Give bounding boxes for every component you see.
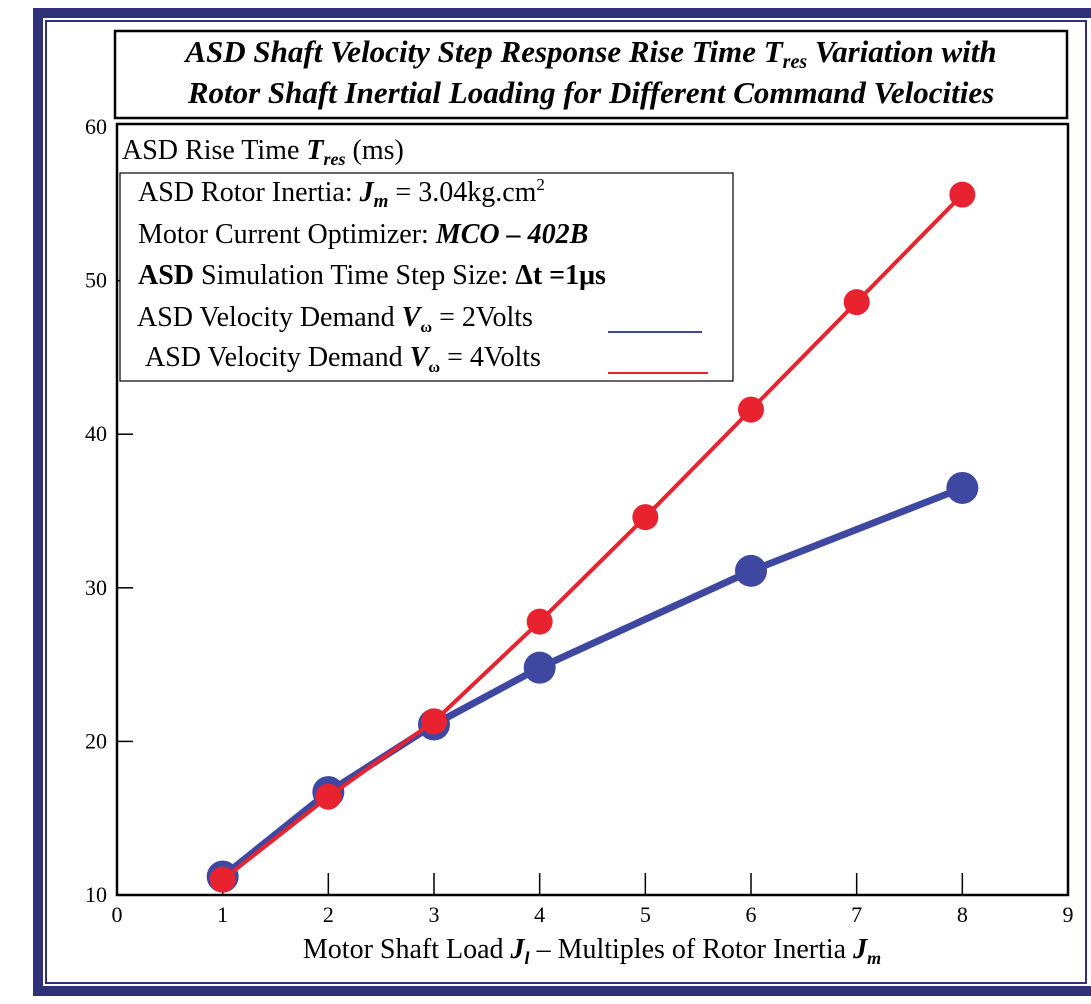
y-tick-label: 30 [85, 575, 107, 600]
data-point-red [209, 866, 236, 893]
legend-box [119, 172, 734, 382]
data-point-blue [523, 651, 556, 684]
series-line-blue [220, 484, 964, 880]
legend-time-step: ASD Simulation Time Step Size: Δt =1μs [138, 260, 606, 291]
y-tick-label: 60 [85, 114, 107, 139]
data-point-red [843, 289, 870, 316]
y-tick-label: 40 [85, 421, 107, 446]
data-point-red [315, 783, 342, 810]
x-tick-label: 0 [112, 902, 123, 927]
legend-series-red: ASD Velocity Demand Vω = 4Volts [145, 342, 541, 376]
y-tick-label: 10 [85, 882, 107, 907]
y-axis-label: ASD Rise Time Tres (ms) [122, 135, 404, 169]
title-box [113, 29, 1069, 120]
legend-optimizer: Motor Current Optimizer: MCO – 402B [138, 219, 588, 250]
legend-series-blue: ASD Velocity Demand Vω = 2Volts [137, 302, 533, 336]
data-point-red [526, 608, 553, 635]
x-tick-label: 8 [957, 902, 968, 927]
legend: ASD Rotor Inertia: Jm = 3.04kg.cm2 Motor… [119, 172, 734, 382]
data-point-red [949, 181, 976, 208]
data-point-red [738, 396, 764, 423]
x-tick-label: 5 [640, 902, 651, 927]
data-point-blue [735, 554, 767, 587]
x-tick-label: 4 [534, 902, 545, 927]
data-point-red [421, 708, 447, 735]
legend-rotor-inertia: ASD Rotor Inertia: Jm = 3.04kg.cm2 [138, 175, 545, 212]
x-tick-label: 6 [746, 902, 757, 927]
x-tick-label: 7 [851, 902, 862, 927]
x-tick-label: 3 [429, 902, 440, 927]
inner-frame [45, 20, 1087, 984]
outer-frame [33, 8, 1091, 996]
y-tick-label: 50 [85, 268, 107, 293]
plot-area [115, 122, 1070, 897]
chart-title-line1: ASD Shaft Velocity Step Response Rise Ti… [183, 34, 996, 73]
series-line-red [221, 193, 964, 882]
x-tick-label: 2 [323, 902, 334, 927]
chart-title-line2: Rotor Shaft Inertial Loading for Differe… [187, 75, 994, 110]
x-tick-label: 1 [217, 902, 228, 927]
x-axis-label: Motor Shaft Load Jl – Multiples of Rotor… [303, 934, 881, 968]
y-tick-label: 20 [85, 728, 107, 753]
x-tick-label: 9 [1063, 902, 1074, 927]
data-point-blue [946, 471, 979, 504]
data-point-red [632, 504, 659, 531]
